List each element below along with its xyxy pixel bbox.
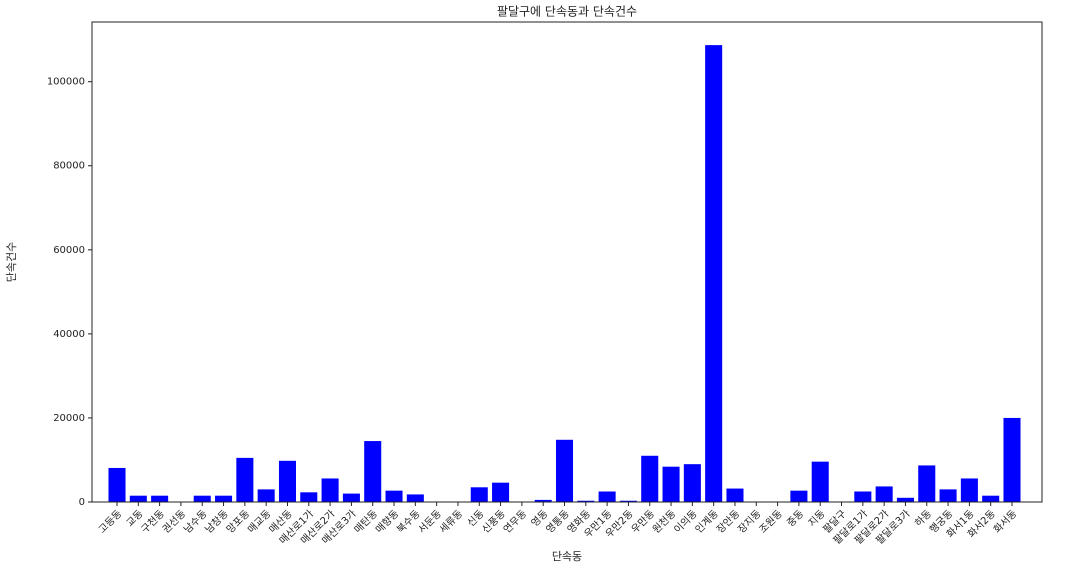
x-tick-label: 장지동 [736, 508, 764, 536]
y-axis-label: 단속건수 [5, 242, 18, 282]
bar [683, 464, 701, 502]
x-tick-label: 매탄동 [352, 508, 380, 536]
bar [342, 493, 360, 502]
y-tick-label: 100000 [47, 77, 85, 88]
bar [811, 461, 829, 502]
bar [875, 486, 893, 502]
bar [108, 467, 126, 502]
bar [364, 441, 382, 502]
bar [129, 495, 147, 502]
bar [790, 490, 808, 502]
bar [960, 478, 978, 502]
x-tick-label: 조원동 [757, 508, 785, 536]
y-tick-label: 80000 [53, 161, 85, 172]
bar [854, 491, 872, 502]
bar [151, 495, 169, 502]
bar [619, 500, 637, 502]
x-tick-label: 매향동 [373, 508, 401, 536]
chart-title: 팔달구에 단속동과 단속건수 [497, 5, 637, 19]
x-axis-label: 단속동 [552, 550, 582, 563]
x-tick-label: 우만동 [629, 508, 657, 536]
x-tick-label: 영통동 [544, 508, 572, 536]
bar [939, 489, 957, 502]
bar [982, 495, 1000, 502]
bar [321, 478, 339, 502]
bar [300, 492, 318, 502]
bar [598, 491, 616, 502]
x-tick-label: 남수동 [181, 508, 209, 536]
bar [193, 495, 211, 502]
bar [896, 497, 914, 502]
x-tick-label: 중동 [785, 508, 807, 530]
x-tick-label: 남창동 [203, 508, 231, 536]
y-tick-label: 60000 [53, 245, 85, 256]
y-tick-label: 20000 [53, 413, 85, 424]
bar [215, 495, 233, 502]
x-tick-label: 구천동 [139, 508, 167, 536]
bar [534, 499, 552, 502]
bar [726, 488, 744, 502]
x-tick-label: 연무동 [501, 508, 529, 536]
bar [662, 466, 680, 502]
x-tick-label: 매교동 [245, 508, 273, 536]
bar [705, 45, 723, 502]
bar [641, 455, 659, 502]
bar [577, 500, 595, 502]
bar [257, 489, 275, 502]
x-tick-label: 이의동 [672, 508, 700, 536]
x-tick-label: 권선동 [160, 508, 188, 536]
bar [492, 482, 510, 502]
x-tick-label: 화서동 [991, 508, 1019, 536]
bar [406, 494, 424, 502]
x-tick-label: 북수동 [395, 508, 423, 536]
bar [555, 439, 574, 502]
x-tick-label: 서둔동 [416, 508, 444, 536]
bar [1003, 417, 1021, 502]
x-tick-label: 원천동 [650, 508, 678, 536]
y-tick-label: 40000 [53, 329, 85, 340]
x-tick-label: 고등동 [96, 508, 124, 536]
x-tick-label: 신풍동 [480, 508, 508, 536]
plot-frame [91, 21, 1043, 503]
x-tick-label: 인계동 [693, 508, 721, 536]
bar [278, 460, 296, 502]
x-tick-label: 장안동 [714, 508, 742, 536]
bar [470, 487, 488, 502]
x-tick-label: 망포동 [224, 508, 252, 536]
bar [918, 465, 936, 502]
x-tick-label: 세류동 [437, 508, 465, 536]
bar [385, 490, 403, 502]
y-tick-label: 0 [79, 497, 85, 508]
bar [236, 457, 254, 502]
